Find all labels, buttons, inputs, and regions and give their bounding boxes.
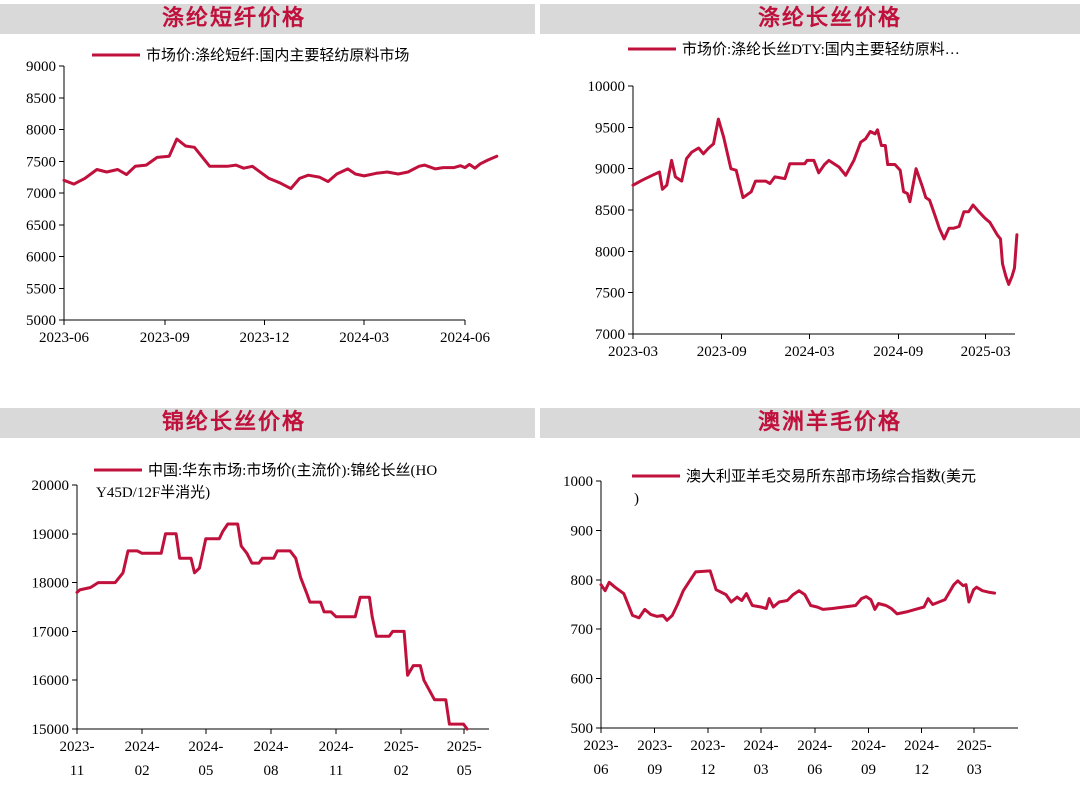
chart-nylon-filament: 15000 16000 17000 18000 19000 20000 2023-11 202… [32,462,489,779]
x-tick-label: 2023-11 [60,739,95,779]
x-tick-label: 2023-03 [608,344,658,360]
y-tick-label: 17000 [32,624,70,640]
y-tick-label: 900 [571,523,594,539]
y-tick-label: 700 [571,622,594,638]
y-tick-label: 600 [571,672,594,688]
x-tick-label: 2023-09 [637,738,672,778]
x-tick-label: 2023-06 [39,330,89,346]
y-tick-label: 19000 [32,527,70,543]
panel-header [0,4,535,34]
x-tick-label: 2023-12 [240,330,290,346]
y-tick-label: 8500 [595,203,625,219]
panel-title: 涤纶短纤价格 [162,6,307,31]
x-tick-label: 2023-06 [584,738,619,778]
y-tick-label: 10000 [588,79,626,95]
x-tick-label: 2023-09 [140,330,190,346]
x-tick-label: 2024-03 [339,330,389,346]
y-tick-label: 6500 [26,218,56,234]
x-tick-label: 2025-03 [957,738,992,778]
panel-nylon-filament: 锦纶长丝价格 15000 16000 17000 18000 19000 20000 202… [0,401,540,802]
y-tick-label: 8000 [26,123,56,139]
x-tick-label: 2023-09 [697,344,747,360]
x-tick-label: 2024-09 [851,738,886,778]
legend-label: 澳大利亚羊毛交易所东部市场综合指数(美元) [634,467,976,507]
x-tick-label: 2024-08 [253,739,288,779]
legend-label: 市场价:涤纶长丝DTY:国内主要轻纺原料… [682,41,960,58]
panel-polyester-filament: 涤纶长丝价格 7000 7500 8000 8500 9000 9500 10000 2023… [540,0,1080,400]
y-tick-label: 20000 [32,478,70,494]
x-tick-label: 2025-02 [384,739,419,779]
y-tick-label: 500 [571,721,594,737]
legend-label: 市场价:涤纶短纤:国内主要轻纺原料市场 [146,47,409,64]
y-tick-label: 7000 [26,186,56,202]
y-tick-label: 7500 [595,286,625,302]
panel-polyester-staple: 涤纶短纤价格 5000 5500 6000 6500 7000 7500 8000 8500 9… [0,0,540,400]
y-tick-label: 7500 [26,154,56,170]
x-tick-label: 2024-06 [440,330,490,346]
x-tick-label: 2024-05 [188,739,223,779]
y-tick-label: 1000 [563,474,593,490]
x-tick-label: 2024-12 [904,738,939,778]
panel-title: 涤纶长丝价格 [758,6,903,31]
x-tick-label: 2024-03 [744,738,779,778]
y-tick-label: 8500 [26,91,56,107]
panel-australian-wool: 澳洲羊毛价格 500 600 700 800 900 1000 2023-06 2023-09… [540,401,1080,802]
x-tick-label: 2024-09 [873,344,923,360]
series-line [75,522,469,731]
y-tick-label: 9000 [26,59,56,75]
chart-australian-wool: 500 600 700 800 900 1000 2023-06 2023-09 2023-12… [563,467,1018,778]
y-tick-label: 16000 [32,673,70,689]
x-tick-label: 2023-12 [690,738,725,778]
x-tick-label: 2025-05 [447,739,482,779]
panel-title: 锦纶长丝价格 [162,410,307,435]
x-tick-label: 2024-02 [125,739,160,779]
panel-header [0,408,535,438]
y-tick-label: 5000 [26,313,56,329]
series-line [631,117,1019,286]
y-tick-label: 800 [571,573,594,589]
y-tick-label: 5500 [26,281,56,297]
y-tick-label: 7000 [595,327,625,343]
x-tick-label: 2024-03 [785,344,835,360]
x-tick-label: 2024-11 [319,739,354,779]
series-line [599,569,997,622]
y-tick-label: 15000 [32,722,70,738]
x-tick-label: 2024-06 [797,738,832,778]
panel-title: 澳洲羊毛价格 [758,410,903,435]
series-line [62,137,499,191]
x-tick-label: 2025-03 [961,344,1011,360]
y-tick-label: 18000 [32,576,70,592]
y-tick-label: 6000 [26,250,56,266]
y-tick-label: 8000 [595,244,625,260]
legend-label: 中国:华东市场:市场价(主流价):锦纶长丝(HO Y45D/12F半消光) [96,462,437,501]
chart-polyester-filament: 7000 7500 8000 8500 9000 9500 10000 2023-03 2023… [588,41,1019,360]
chart-polyester-staple: 5000 5500 6000 6500 7000 7500 8000 8500 9000 2023… [26,47,499,346]
y-tick-label: 9500 [595,120,625,136]
panel-header [540,408,1080,438]
y-tick-label: 9000 [595,162,625,178]
panel-header [540,4,1080,34]
